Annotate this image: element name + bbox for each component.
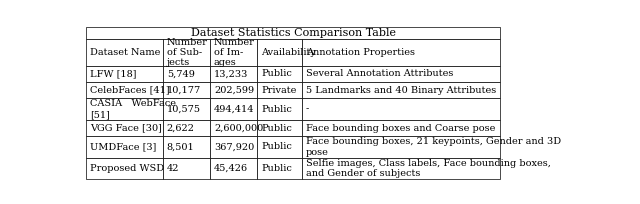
Bar: [86, 158, 163, 179]
Text: 42: 42: [167, 164, 179, 173]
Text: 2,600,000: 2,600,000: [214, 124, 263, 133]
Bar: [163, 158, 210, 179]
Text: Public: Public: [261, 142, 292, 151]
Bar: [86, 39, 163, 66]
Text: Number
of Sub-
jects: Number of Sub- jects: [167, 38, 207, 67]
Text: 202,599: 202,599: [214, 86, 254, 95]
Text: CASIA   WebFace
[51]: CASIA WebFace [51]: [90, 99, 176, 119]
Text: 10,177: 10,177: [167, 86, 201, 95]
Bar: [163, 66, 210, 82]
Bar: [257, 39, 301, 66]
Bar: [257, 158, 301, 179]
Bar: [301, 39, 500, 66]
Bar: [163, 82, 210, 98]
Text: 13,233: 13,233: [214, 69, 248, 78]
Bar: [257, 136, 301, 158]
Bar: [210, 98, 257, 120]
Bar: [163, 136, 210, 158]
Bar: [86, 66, 163, 82]
Text: 10,575: 10,575: [167, 105, 201, 114]
Text: Public: Public: [261, 105, 292, 114]
Bar: [86, 136, 163, 158]
Text: Private: Private: [261, 86, 296, 95]
Text: 5 Landmarks and 40 Binary Attributes: 5 Landmarks and 40 Binary Attributes: [306, 86, 496, 95]
Bar: [86, 27, 500, 39]
Bar: [163, 120, 210, 136]
Text: LFW [18]: LFW [18]: [90, 69, 136, 78]
Text: Dataset Name: Dataset Name: [90, 48, 160, 57]
Text: 45,426: 45,426: [214, 164, 248, 173]
Text: CelebFaces [41]: CelebFaces [41]: [90, 86, 170, 95]
Text: 494,414: 494,414: [214, 105, 255, 114]
Text: UMDFace [3]: UMDFace [3]: [90, 142, 156, 151]
Text: VGG Face [30]: VGG Face [30]: [90, 124, 162, 133]
Text: Face bounding boxes, 21 keypoints, Gender and 3D
pose: Face bounding boxes, 21 keypoints, Gende…: [306, 137, 561, 157]
Bar: [210, 82, 257, 98]
Text: 367,920: 367,920: [214, 142, 254, 151]
Bar: [86, 98, 163, 120]
Text: Face bounding boxes and Coarse pose: Face bounding boxes and Coarse pose: [306, 124, 495, 133]
Bar: [210, 136, 257, 158]
Bar: [257, 98, 301, 120]
Bar: [86, 120, 163, 136]
Text: Public: Public: [261, 164, 292, 173]
Bar: [301, 82, 500, 98]
Text: Availability: Availability: [261, 48, 316, 57]
Text: Proposed WSD: Proposed WSD: [90, 164, 164, 173]
Bar: [301, 66, 500, 82]
Bar: [257, 120, 301, 136]
Bar: [301, 158, 500, 179]
Text: Several Annotation Attributes: Several Annotation Attributes: [306, 69, 453, 78]
Text: Dataset Statistics Comparison Table: Dataset Statistics Comparison Table: [191, 28, 396, 38]
Bar: [210, 66, 257, 82]
Text: 8,501: 8,501: [167, 142, 195, 151]
Bar: [301, 120, 500, 136]
Bar: [163, 39, 210, 66]
Text: 2,622: 2,622: [167, 124, 195, 133]
Bar: [210, 39, 257, 66]
Bar: [257, 66, 301, 82]
Text: Annotation Properties: Annotation Properties: [306, 48, 415, 57]
Text: Number
of Im-
ages: Number of Im- ages: [214, 38, 255, 67]
Text: Public: Public: [261, 69, 292, 78]
Bar: [210, 120, 257, 136]
Text: Selfie images, Class labels, Face bounding boxes,
and Gender of subjects: Selfie images, Class labels, Face boundi…: [306, 159, 550, 178]
Text: -: -: [306, 105, 309, 114]
Bar: [257, 82, 301, 98]
Bar: [301, 136, 500, 158]
Bar: [163, 98, 210, 120]
Bar: [210, 158, 257, 179]
Text: Public: Public: [261, 124, 292, 133]
Text: 5,749: 5,749: [167, 69, 195, 78]
Bar: [86, 82, 163, 98]
Bar: [301, 98, 500, 120]
